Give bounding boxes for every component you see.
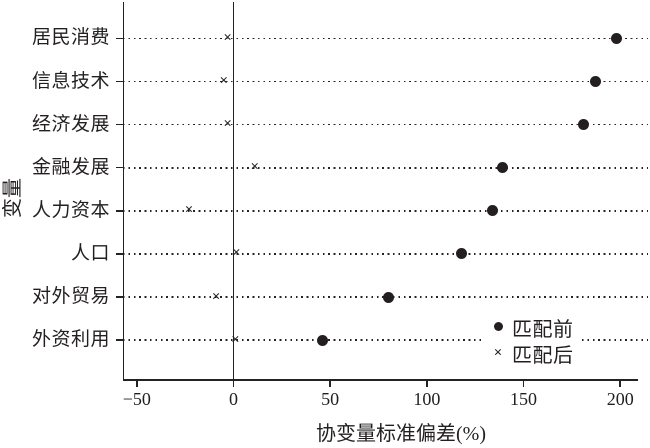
legend-label-before: 匹配前 <box>512 318 574 341</box>
y-axis-tick <box>116 296 123 298</box>
before-matching-dot-marker <box>577 119 589 131</box>
y-axis-tick <box>116 210 123 212</box>
dotted-grid-line <box>123 209 648 212</box>
x-axis-tick <box>232 380 235 387</box>
y-tick-label: 外资利用 <box>31 329 110 351</box>
y-axis-tick <box>116 253 123 255</box>
legend-item-before-matching: 匹配前 <box>484 314 582 341</box>
before-matching-dot-marker <box>456 248 468 260</box>
dotted-grid-line <box>123 339 648 341</box>
x-mark-icon: × <box>493 345 503 361</box>
y-tick-label: 对外贸易 <box>31 286 110 307</box>
after-matching-x-marker: × <box>250 159 260 176</box>
y-tick-label: 人力资本 <box>31 199 110 221</box>
x-tick-label: 50 <box>321 389 340 409</box>
dotted-grid-line <box>123 123 648 126</box>
x-axis-tick <box>426 380 428 387</box>
dotted-grid-line <box>123 253 648 255</box>
after-matching-x-marker: × <box>223 116 232 133</box>
y-axis-tick <box>116 123 123 126</box>
y-tick-label: 人口 <box>70 242 110 264</box>
after-matching-x-marker: × <box>231 331 240 348</box>
before-matching-dot-marker <box>610 32 622 44</box>
x-tick-label: −50 <box>122 389 151 409</box>
after-matching-x-marker: × <box>211 288 221 305</box>
before-matching-dot-marker <box>589 76 601 87</box>
before-matching-dot-marker <box>316 334 328 346</box>
y-tick-label: 金融发展 <box>31 156 110 178</box>
before-matching-dot-marker <box>382 291 394 303</box>
legend-label-after: 匹配后 <box>512 344 574 367</box>
after-matching-x-marker: × <box>184 202 194 219</box>
x-tick-label: 150 <box>510 389 538 409</box>
filled-circle-icon <box>484 318 512 336</box>
before-matching-dot-marker <box>487 205 499 217</box>
zero-reference-line <box>232 2 235 379</box>
y-tick-label: 居民消费 <box>31 27 110 49</box>
dotted-grid-line <box>123 37 648 40</box>
y-tick-label: 信息技术 <box>31 70 110 92</box>
y-axis-tick <box>116 339 123 341</box>
after-matching-x-marker: × <box>219 73 229 89</box>
dotted-grid-line <box>123 80 648 83</box>
after-matching-x-marker: × <box>223 29 232 46</box>
after-matching-x-marker: × <box>232 245 241 262</box>
x-axis-title: 协变量标准偏差(%) <box>316 423 486 445</box>
x-tick-label: 200 <box>606 389 634 409</box>
x-axis-tick <box>619 380 622 387</box>
legend-item-after-matching: × 匹配后 <box>484 340 582 367</box>
y-axis-line <box>122 2 125 380</box>
x-axis-line <box>122 379 638 381</box>
y-axis-tick <box>116 37 123 40</box>
x-axis-tick <box>522 380 525 387</box>
legend: 匹配前 × 匹配后 <box>484 314 582 368</box>
x-tick-label: 100 <box>413 389 441 409</box>
y-axis-tick <box>116 80 123 83</box>
x-axis-tick <box>329 380 331 387</box>
dotted-grid-line <box>123 166 648 169</box>
x-axis-tick <box>136 380 138 387</box>
y-tick-label: 经济发展 <box>31 113 110 135</box>
x-tick-label: 0 <box>229 389 238 409</box>
y-axis-tick <box>116 166 123 169</box>
before-matching-dot-marker <box>496 162 508 174</box>
